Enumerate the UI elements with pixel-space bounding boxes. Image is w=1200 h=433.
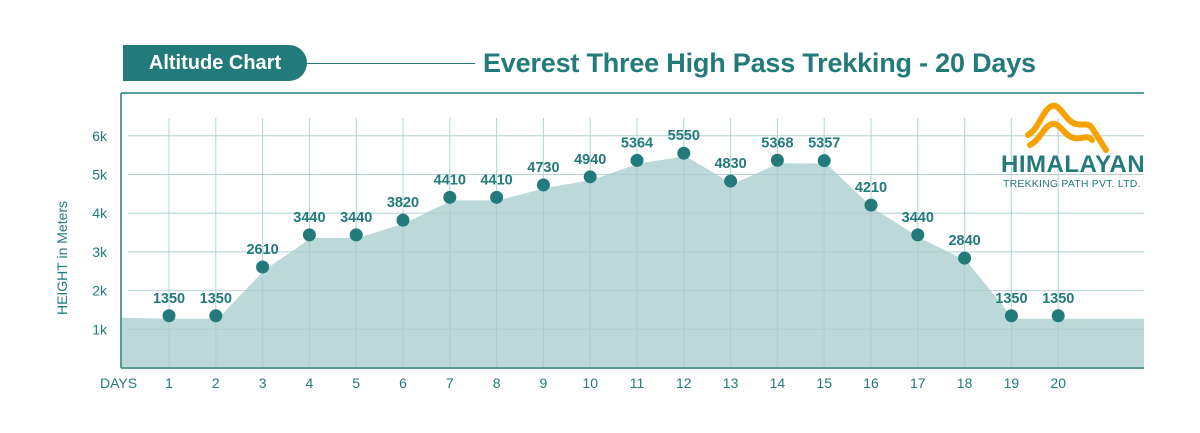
x-tick-label: 11 [630,375,645,391]
y-tick-label: 4k [92,205,108,221]
data-label: 2610 [246,242,278,258]
data-label: 1350 [1042,291,1074,307]
data-point [864,198,878,212]
altitude-area [121,156,1144,368]
data-label: 4410 [480,172,512,188]
x-axis-title: DAYS [100,375,137,391]
data-label: 1350 [200,291,232,307]
data-label: 4730 [527,160,559,176]
data-point [256,260,270,274]
data-point [302,228,316,242]
data-point [349,228,363,242]
logo-subtitle: TREKKING PATH PVT. LTD. [1003,178,1141,190]
x-tick-label: 4 [306,375,314,391]
altitude-chart-badge: Altitude Chart [123,45,307,81]
data-point [583,170,597,184]
data-label: 1350 [995,291,1027,307]
x-tick-label: 1 [165,375,173,391]
data-point [209,309,223,323]
data-label: 5364 [621,135,653,151]
data-label: 3820 [387,195,419,211]
data-label: 5550 [668,128,700,144]
data-point [677,146,691,160]
chart-title: Everest Three High Pass Trekking - 20 Da… [483,48,1036,78]
data-label: 1350 [153,291,185,307]
x-tick-label: 6 [399,375,407,391]
data-point [630,153,644,167]
data-point [958,251,972,265]
x-tick-label: 5 [352,375,360,391]
header-connector-line [307,63,475,64]
data-point [536,178,550,192]
x-tick-label: 18 [957,375,973,391]
data-point [1051,309,1065,323]
data-label: 4830 [714,156,746,172]
x-tick-label: 16 [863,375,879,391]
y-axis-title: HEIGHT in Meters [54,201,70,315]
x-tick-label: 13 [723,375,739,391]
data-label: 4210 [855,180,887,196]
x-tick-label: 17 [910,375,926,391]
x-tick-label: 10 [582,375,598,391]
data-point [770,153,784,167]
x-tick-label: 19 [1004,375,1020,391]
data-label: 4940 [574,152,606,168]
logo-name: HIMALAYAN [1001,151,1146,178]
data-point [443,190,457,204]
x-tick-label: 12 [676,375,692,391]
y-tick-label: 5k [92,167,108,183]
data-label: 2840 [948,233,980,249]
data-label: 4410 [434,172,466,188]
data-point [1004,309,1018,323]
x-tick-label: 15 [816,375,832,391]
data-point [817,154,831,168]
x-tick-label: 8 [493,375,501,391]
y-tick-label: 6k [92,128,108,144]
y-tick-label: 2k [92,283,108,299]
x-tick-label: 9 [540,375,548,391]
data-point [490,190,504,204]
data-point [396,213,410,227]
data-label: 5357 [808,136,840,152]
y-tick-label: 1k [92,321,108,337]
x-tick-label: 2 [212,375,220,391]
data-label: 3440 [293,210,325,226]
x-tick-label: 7 [446,375,454,391]
data-label: 5368 [761,135,793,151]
himalayan-logo-mountain-icon [1025,102,1109,153]
y-tick-label: 3k [92,244,108,260]
data-point [911,228,925,242]
x-tick-label: 20 [1050,375,1066,391]
data-point [162,309,176,323]
x-tick-label: 14 [770,375,786,391]
data-point [724,174,738,188]
x-tick-label: 3 [259,375,267,391]
data-label: 3440 [340,210,372,226]
data-label: 3440 [902,210,934,226]
